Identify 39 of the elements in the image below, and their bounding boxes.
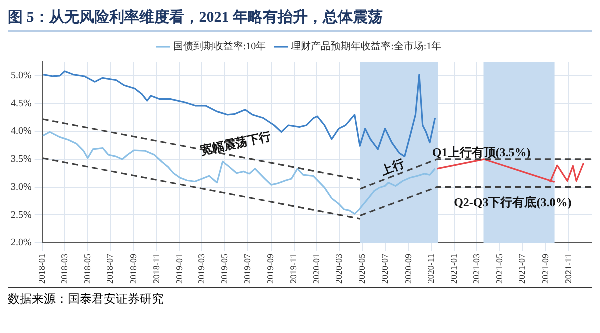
x-tick-label: 2020-01 [312,254,322,284]
x-tick-label: 2019-11 [288,254,299,284]
x-tick-label: 2018-09 [128,254,139,284]
legend-label: 理财产品预期年收益率:全市场:1年 [291,40,442,53]
annotation: 宽幅震荡下行 [199,128,274,160]
x-tick-label: 2021-11 [563,254,574,284]
x-tick-label: 2020-05 [357,254,368,284]
x-tick-label: 2020-11 [426,254,436,284]
x-tick-label: 2019-09 [266,254,276,284]
y-tick-label: 2.5% [10,210,32,221]
x-tick-label: 2021-01 [449,254,460,284]
y-tick-label: 3.5% [10,154,32,166]
annotation: 上行 [378,156,408,180]
y-tick-label: 2.0% [10,238,32,249]
x-tick-label: 2021-03 [471,254,482,284]
x-tick-label: 2018-01 [37,254,48,284]
x-tick-label: 2018-11 [151,254,162,284]
y-tick-label: 3.0% [10,182,32,193]
y-tick-label: 5.0% [10,70,32,82]
y-tick-label: 4.5% [10,98,32,110]
x-tick-label: 2020-03 [334,254,344,284]
x-tick-label: 2021-07 [517,254,528,284]
x-tick-label: 2019-07 [242,254,252,284]
y-tick-label: 4.0% [10,126,32,138]
annotation: Q2-Q3下行有底(3.0%) [454,194,572,211]
x-tick-label: 2021-09 [540,254,550,284]
source-note: 数据来源：国泰君安证券研究 [8,291,165,308]
chart-title: 图 5：从无风险利率维度看，2021 年略有抬升，总体震荡 [8,8,592,32]
x-tick-label: 2019-01 [174,254,184,284]
x-tick-label: 2018-07 [105,254,116,284]
x-tick-label: 2019-05 [219,254,230,284]
x-tick-label: 2018-05 [82,254,92,284]
x-tick-label: 2018-03 [59,254,70,284]
annotation: Q1上行有顶(3.5%) [432,144,531,162]
x-tick-label: 2021-05 [494,254,504,284]
x-tick-label: 2020-07 [380,254,390,284]
x-tick-label: 2020-09 [403,254,414,284]
legend-label: 国债到期收益率:10年 [173,40,266,53]
x-tick-label: 2019-03 [196,254,207,284]
